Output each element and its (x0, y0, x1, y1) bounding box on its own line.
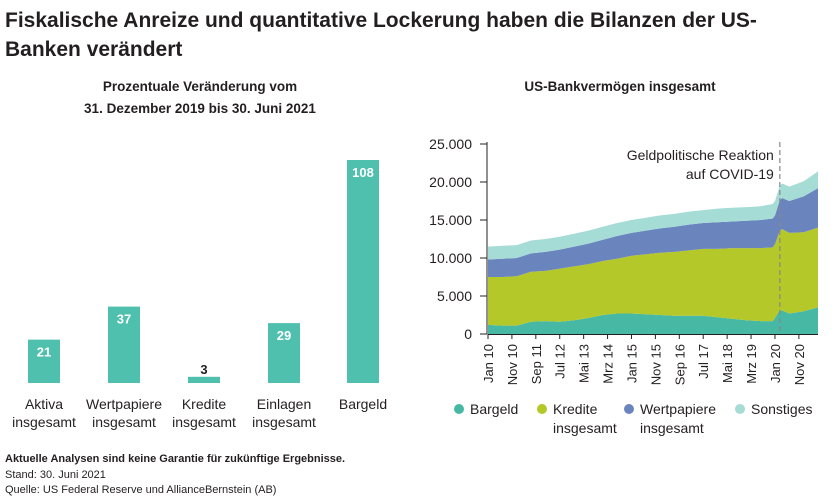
x-tick-label-0: Jan 10 (481, 344, 496, 383)
x-tick-label-1: Nov 10 (505, 344, 520, 385)
bar-0 (28, 339, 60, 383)
bar-chart-title-line1: Prozentuale Veränderung vom (102, 79, 298, 94)
x-tick-label-9: Jul 17 (696, 344, 711, 379)
area-series-2 (488, 188, 818, 277)
x-tick-label-8: Sep 16 (672, 344, 687, 385)
legend-label-line2-2: insgesamt (640, 420, 704, 436)
area-series-3 (488, 171, 818, 260)
footer-source: Quelle: US Federal Reserve und AllianceB… (5, 484, 277, 496)
bar-value-label-1: 37 (117, 312, 131, 327)
bar-category-label-4: Bargeld (339, 396, 387, 412)
bar-category-label-3: Einlagen (257, 396, 312, 412)
x-tick-label-13: Nov 20 (792, 344, 807, 385)
chart-title: Fiskalische Anreize und quantitative Loc… (5, 9, 757, 61)
bar-category-label-line2-1: insgesamt (92, 414, 156, 430)
bar-chart-title: Prozentuale Veränderung vom 31. Dezember… (30, 76, 370, 120)
y-tick-label-0: 0 (464, 326, 472, 342)
legend-label-3: Sonstiges (751, 401, 812, 417)
bar-2 (188, 376, 220, 383)
y-tick-label-3: 15.000 (429, 212, 472, 228)
x-tick-label-11: Mrz 19 (744, 344, 759, 384)
legend-label-1: Kredite (553, 401, 598, 417)
annotation-line2: auf COVID-19 (686, 166, 774, 182)
area-series-0 (488, 307, 818, 334)
area-series-1 (488, 227, 818, 326)
bar-category-label-1: Wertpapiere (86, 396, 162, 412)
y-tick-label-4: 20.000 (429, 174, 472, 190)
x-tick-label-5: Mrz 14 (601, 344, 616, 384)
x-tick-label-7: Nov 15 (648, 344, 663, 385)
legend-label-0: Bargeld (470, 401, 518, 417)
footer-date: Stand: 30. Juni 2021 (5, 469, 106, 481)
legend-marker-0 (454, 404, 464, 414)
bar-value-label-4: 108 (352, 165, 374, 180)
bar-category-label-line2-3: insgesamt (252, 414, 316, 430)
x-tick-label-2: Sep 11 (529, 344, 544, 384)
x-tick-label-6: Jan 15 (624, 344, 639, 383)
y-tick-label-1: 5.000 (437, 288, 472, 304)
bar-chart-title-line2: 31. Dezember 2019 bis 30. Juni 2021 (84, 101, 316, 116)
legend-label-2: Wertpapiere (640, 401, 716, 417)
legend-marker-2 (624, 404, 634, 414)
bar-value-label-2: 3 (200, 362, 207, 377)
bar-1 (108, 306, 140, 383)
footer-disclaimer: Aktuelle Analysen sind keine Garantie fü… (5, 453, 346, 465)
bar-category-label-0: Aktiva (25, 396, 63, 412)
bar-category-label-line2-0: insgesamt (12, 414, 76, 430)
bar-4 (347, 160, 379, 383)
bar-3 (268, 323, 300, 383)
area-chart-title: US-Bankvermögen insgesamt (524, 79, 716, 94)
y-tick-label-5: 25.000 (429, 136, 472, 152)
annotation-line1: Geldpolitische Reaktion (627, 147, 774, 163)
x-tick-label-10: Mai 18 (720, 344, 735, 383)
bar-category-label-2: Kredite (182, 396, 227, 412)
x-tick-label-4: Mai 13 (577, 344, 592, 383)
x-tick-label-12: Jan 20 (768, 344, 783, 383)
legend-marker-3 (735, 404, 745, 414)
bar-value-label-0: 21 (37, 345, 51, 360)
y-tick-label-2: 10.000 (429, 250, 472, 266)
x-tick-label-3: Jul 12 (553, 344, 568, 379)
bar-value-label-3: 29 (277, 328, 291, 343)
legend-marker-1 (537, 404, 547, 414)
legend-label-line2-1: insgesamt (553, 420, 617, 436)
bar-category-label-line2-2: insgesamt (172, 414, 236, 430)
